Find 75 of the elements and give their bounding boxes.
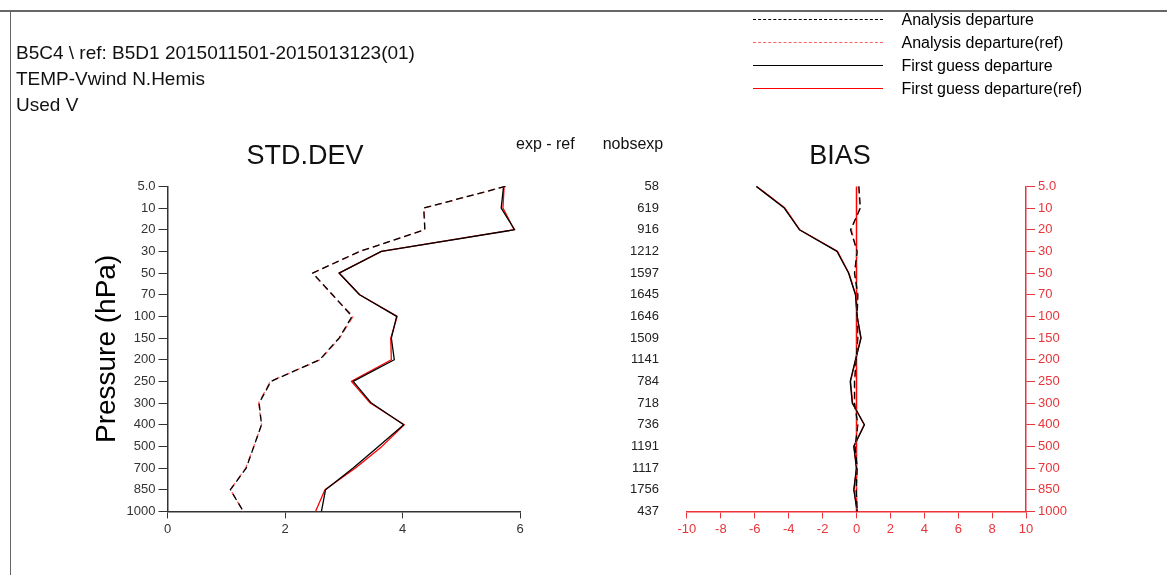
y-tick-label: 10 <box>1038 199 1053 215</box>
y-tick-label: 850 <box>1038 481 1060 497</box>
y-tick-label: 150 <box>133 329 156 345</box>
x-tick-label: 8 <box>988 520 996 536</box>
y2-tick-label: 1117 <box>631 459 659 475</box>
x-tick-label: 4 <box>398 520 407 536</box>
y-tick-label: 10 <box>141 199 156 215</box>
y-tick-label: 850 <box>133 481 156 497</box>
y-tick-label: 70 <box>1038 286 1053 302</box>
chart-title: BIAS <box>809 139 871 170</box>
y2-tick-label: 1645 <box>630 286 659 302</box>
y-tick-label: 200 <box>133 351 156 367</box>
x-tick-label: 10 <box>1018 520 1034 536</box>
x-tick-label: 2 <box>281 520 289 536</box>
y2-tick-label: 916 <box>637 221 659 237</box>
text: B5C4 \ ref: B5D1 2015011501-2015013123(01) <box>16 41 415 65</box>
text: Analysis departure <box>901 10 1034 29</box>
y-tick-label: 70 <box>141 286 156 302</box>
y-tick-label: 100 <box>1038 307 1060 323</box>
y-tick-label: 30 <box>141 242 156 258</box>
y-tick-label: 400 <box>1038 416 1060 432</box>
x-tick-label: -8 <box>715 520 727 536</box>
y-tick-label: 700 <box>1038 459 1060 475</box>
y2-tick-label: 1597 <box>630 264 659 280</box>
y-tick-label: 700 <box>133 459 156 475</box>
y-tick-label: 50 <box>1038 264 1053 280</box>
x-tick-label: 6 <box>516 520 524 536</box>
y2-tick-label: 736 <box>637 416 659 432</box>
y-tick-label: 300 <box>1038 394 1060 410</box>
y-tick-label: 30 <box>1038 242 1053 258</box>
y2-tick-label: 1141 <box>630 351 659 367</box>
y-tick-label: 100 <box>133 307 156 323</box>
y2-tick-label: 1191 <box>630 437 659 453</box>
y-tick-label: 500 <box>133 437 156 453</box>
y2-tick-label: 1756 <box>630 481 659 497</box>
y-tick-label: 300 <box>133 394 156 410</box>
x-tick-label: 0 <box>852 520 861 536</box>
y-tick-label: 5.0 <box>1038 177 1057 193</box>
text: exp - ref <box>516 135 575 153</box>
x-tick-label: -4 <box>782 520 795 536</box>
y-tick-label: 1000 <box>1038 502 1067 518</box>
y2-tick-label: 1509 <box>630 329 659 345</box>
y2-tick-label: 58 <box>644 177 659 193</box>
x-tick-label: -2 <box>816 520 829 536</box>
y-tick-label: 5.0 <box>137 177 156 193</box>
y-tick-label: 400 <box>133 416 156 432</box>
x-tick-label: -6 <box>748 520 761 536</box>
y-tick-label: 20 <box>1038 221 1053 237</box>
y-tick-label: 200 <box>1038 351 1060 367</box>
y-axis-title: Pressure (hPa) <box>89 254 121 444</box>
text: nobsexp <box>602 135 664 153</box>
y2-tick-label: 718 <box>637 394 659 410</box>
x-tick-label: 4 <box>920 520 928 536</box>
x-tick-label: -10 <box>677 520 697 536</box>
text: TEMP-Vwind N.Hemis <box>16 67 206 91</box>
y-tick-label: 150 <box>1038 329 1060 345</box>
y2-tick-label: 1646 <box>630 307 659 323</box>
y-tick-label: 500 <box>1038 437 1060 453</box>
text: First guess departure(ref) <box>901 79 1082 98</box>
y-tick-label: 250 <box>133 372 156 388</box>
y2-tick-label: 1212 <box>630 242 659 258</box>
y-tick-label: 1000 <box>126 502 156 518</box>
x-tick-label: 2 <box>886 520 895 536</box>
text: Analysis departure(ref) <box>901 33 1064 52</box>
chart-title: STD.DEV <box>246 139 364 170</box>
y-tick-label: 250 <box>1038 372 1060 388</box>
text: Used V <box>16 93 80 117</box>
x-tick-label: 6 <box>954 520 962 536</box>
text: First guess departure <box>901 56 1053 75</box>
y2-tick-label: 437 <box>637 502 659 518</box>
y2-tick-label: 619 <box>637 199 659 215</box>
y-tick-label: 20 <box>141 221 156 237</box>
y-tick-label: 50 <box>141 264 156 280</box>
x-tick-label: 0 <box>163 520 172 536</box>
y2-tick-label: 784 <box>637 372 659 388</box>
